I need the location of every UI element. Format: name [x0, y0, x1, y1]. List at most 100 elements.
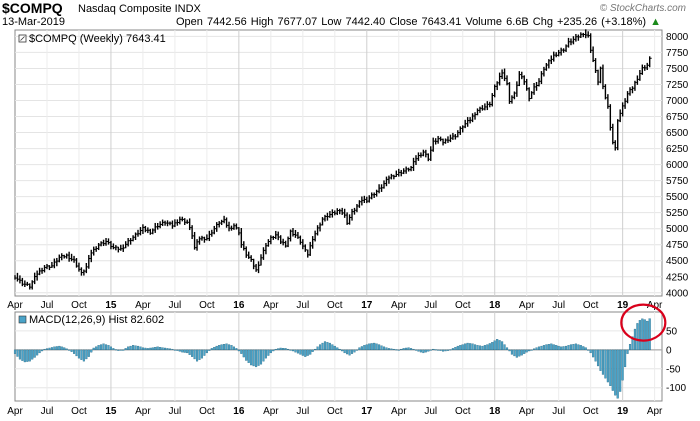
macd-histogram-bar	[515, 349, 518, 358]
price-x-tick-label: Jul	[169, 300, 182, 311]
macd-histogram-bar	[510, 349, 513, 355]
macd-histogram-bar	[424, 349, 427, 353]
macd-histogram-bar	[289, 349, 292, 351]
macd-histogram-bar	[574, 343, 577, 351]
macd-x-tick-label: 17	[361, 406, 373, 417]
macd-histogram-bar	[45, 348, 49, 351]
macd-histogram-bar	[628, 344, 632, 351]
macd-histogram-bar	[456, 345, 459, 351]
macd-histogram-bar	[262, 349, 265, 362]
macd-histogram-bar	[104, 344, 108, 351]
macd-histogram-bar	[294, 349, 297, 353]
macd-histogram-bar	[631, 336, 634, 351]
macd-histogram-bar	[503, 344, 506, 351]
macd-histogram-bar	[505, 347, 509, 351]
macd-histogram-bar	[109, 346, 112, 351]
macd-histogram-bar	[542, 345, 545, 351]
macd-histogram-bar	[159, 347, 162, 351]
macd-histogram-bar	[282, 348, 285, 351]
macd-y-tick-label: 0	[666, 345, 672, 356]
macd-histogram-bar	[614, 349, 617, 396]
macd-x-tick-label: Apr	[519, 406, 535, 417]
price-y-tick-label: 6250	[666, 144, 689, 155]
symbol-name: Nasdaq Composite INDX	[78, 3, 201, 15]
price-x-tick-label: Jul	[552, 300, 565, 311]
price-y-tick-label: 7750	[666, 48, 689, 59]
price-y-tick-label: 4250	[666, 272, 689, 283]
macd-histogram-bar	[410, 348, 413, 351]
macd-histogram-bar	[146, 348, 149, 351]
macd-histogram-bar	[107, 345, 110, 351]
macd-histogram-bar	[166, 348, 169, 351]
macd-histogram-bar	[318, 344, 322, 351]
macd-histogram-bar	[284, 348, 287, 351]
macd-histogram-bar	[23, 349, 26, 363]
price-y-tick-label: 5000	[666, 224, 689, 235]
macd-histogram-bar	[552, 344, 555, 351]
macd-histogram-bar	[92, 347, 95, 351]
macd-histogram-bar	[498, 340, 501, 351]
macd-histogram-bar	[132, 345, 135, 351]
macd-histogram-bar	[442, 349, 445, 352]
macd-histogram-bar	[419, 349, 422, 353]
price-x-tick-label: Apr	[647, 300, 663, 311]
macd-histogram-bar	[380, 345, 383, 351]
price-panel: 4000 4250 4500 4750 5000 5250 5500 5750 6000 6250…	[7, 29, 689, 311]
macd-x-tick-label: 19	[617, 406, 629, 417]
macd-histogram-bar	[136, 345, 140, 351]
price-x-tick-label: Jul	[296, 300, 309, 311]
macd-histogram-bar	[195, 349, 199, 362]
macd-histogram-bar	[518, 349, 521, 357]
price-y-tick-label: 4750	[666, 240, 689, 251]
macd-histogram-bar	[279, 347, 282, 351]
macd-histogram-bar	[486, 344, 489, 351]
macd-histogram-bar	[129, 345, 132, 351]
macd-histogram-bar	[235, 348, 238, 351]
price-x-tick-label: 18	[489, 300, 501, 311]
macd-histogram-bar	[528, 349, 531, 352]
price-y-tick-label: 7000	[666, 96, 689, 107]
macd-histogram-bar	[58, 345, 61, 351]
macd-histogram-bar	[127, 346, 130, 351]
macd-histogram-bar	[205, 349, 208, 354]
macd-histogram-bar	[102, 343, 105, 351]
price-x-tick-label: Apr	[519, 300, 535, 311]
macd-histogram-bar	[122, 349, 125, 351]
macd-histogram-bar	[149, 347, 152, 351]
macd-histogram-bar	[540, 345, 543, 351]
price-x-tick-label: 19	[617, 300, 629, 311]
price-x-tick-label: Oct	[455, 300, 471, 311]
macd-histogram-bar	[141, 347, 144, 351]
macd-histogram-bar	[208, 349, 211, 351]
price-y-tick-label: 5750	[666, 176, 689, 187]
macd-histogram-bar	[611, 349, 614, 391]
macd-histogram-bar	[139, 346, 142, 351]
macd-histogram-bar	[213, 347, 216, 351]
macd-histogram-bar	[387, 348, 390, 351]
macd-histogram-bar	[557, 345, 560, 351]
macd-histogram-bar	[55, 346, 58, 351]
price-x-tick-label: Oct	[71, 300, 87, 311]
macd-histogram-bar	[355, 349, 359, 351]
macd-histogram-bar	[525, 349, 528, 353]
price-legend-title: $COMPQ (Weekly) 7643.41	[29, 33, 166, 45]
macd-histogram-bar	[596, 349, 600, 367]
macd-histogram-bar	[269, 349, 272, 354]
macd-histogram-bar	[616, 349, 619, 399]
macd-histogram-bar	[50, 347, 53, 351]
macd-histogram-bar	[43, 348, 46, 351]
price-x-tick-label: Apr	[263, 300, 279, 311]
macd-histogram-bar	[547, 344, 550, 351]
macd-x-tick-label: Apr	[391, 406, 407, 417]
macd-panel: -100 -50 0 50 Apr Jul Oct 15 Apr Jul Oct 16 Apr Jul Oc…	[7, 303, 686, 417]
macd-histogram-bar	[373, 342, 376, 351]
macd-histogram-bar	[90, 349, 93, 353]
macd-histogram-bar	[304, 349, 307, 357]
price-y-tick-label: 4500	[666, 256, 689, 267]
macd-histogram-bar	[560, 346, 563, 351]
quote-date: 13-Mar-2019	[2, 16, 65, 28]
macd-histogram-bar	[181, 349, 184, 353]
macd-histogram-bar	[296, 349, 299, 354]
macd-histogram-bar	[338, 348, 341, 351]
macd-histogram-bar	[203, 349, 206, 356]
